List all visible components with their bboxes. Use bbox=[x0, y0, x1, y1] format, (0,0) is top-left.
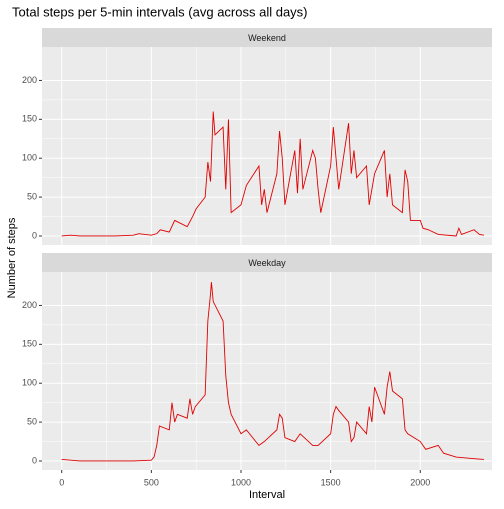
panel bbox=[42, 272, 492, 470]
x-tick-label: 1000 bbox=[231, 477, 251, 487]
y-tick-label: 0 bbox=[32, 230, 37, 240]
panel bbox=[42, 47, 492, 245]
x-tick-label: 2000 bbox=[410, 477, 430, 487]
strip-label: Weekend bbox=[248, 33, 286, 43]
x-tick-label: 0 bbox=[59, 477, 64, 487]
x-tick-label: 500 bbox=[144, 477, 159, 487]
y-tick-label: 150 bbox=[22, 339, 37, 349]
y-tick-label: 150 bbox=[22, 114, 37, 124]
y-axis-label: Number of steps bbox=[6, 217, 18, 298]
strip-label: Weekday bbox=[248, 258, 286, 268]
y-tick-label: 100 bbox=[22, 378, 37, 388]
y-tick-label: 50 bbox=[27, 191, 37, 201]
y-tick-label: 100 bbox=[22, 153, 37, 163]
strip bbox=[42, 28, 492, 47]
y-tick-label: 50 bbox=[27, 416, 37, 426]
y-tick-label: 200 bbox=[22, 75, 37, 85]
x-tick-label: 1500 bbox=[321, 477, 341, 487]
chart-title: Total steps per 5-min intervals (avg acr… bbox=[12, 4, 308, 19]
y-tick-label: 0 bbox=[32, 455, 37, 465]
x-axis-label: Interval bbox=[249, 489, 285, 501]
y-tick-label: 200 bbox=[22, 300, 37, 310]
line bbox=[61, 282, 484, 462]
strip bbox=[42, 253, 492, 272]
line bbox=[61, 111, 485, 237]
